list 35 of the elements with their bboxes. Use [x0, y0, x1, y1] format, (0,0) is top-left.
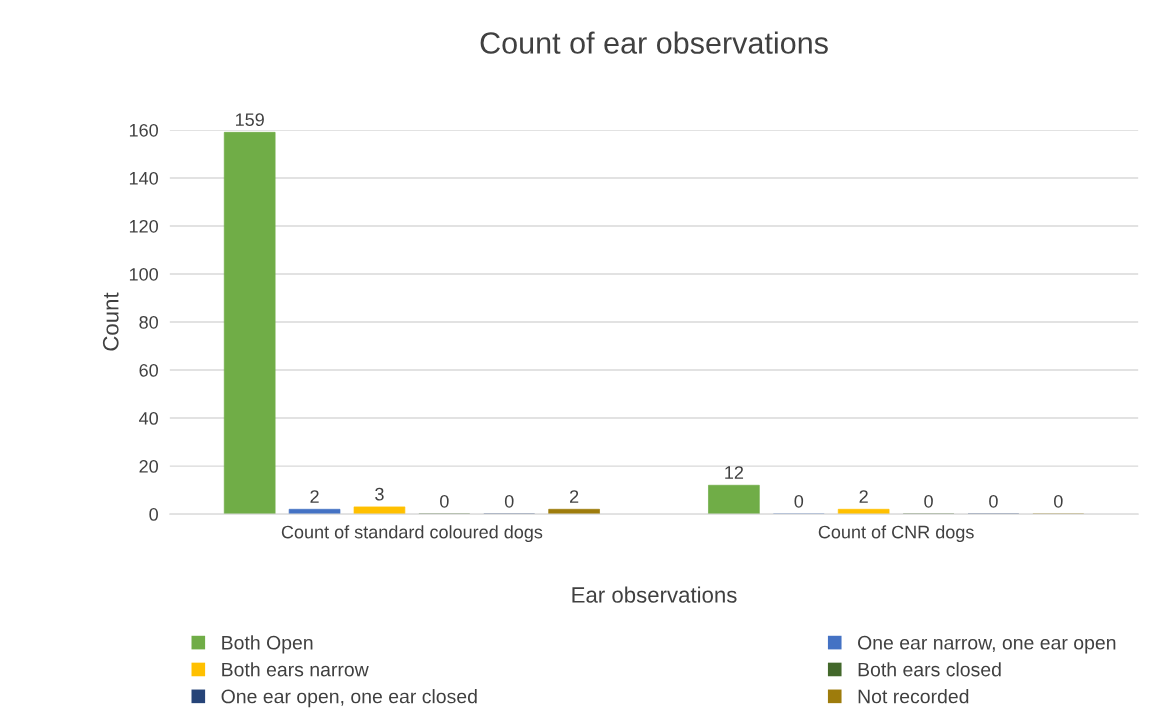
- chart-title: Count of ear observations: [480, 31, 828, 54]
- legend-label: One ear narrow, one ear open: [858, 635, 1116, 654]
- y-tick-label: 60: [139, 363, 158, 377]
- y-tick-label: 80: [139, 315, 158, 329]
- y-tick-label: 140: [129, 171, 158, 185]
- bar: [708, 484, 760, 515]
- data-label: 0: [794, 494, 804, 508]
- x-tick-label: Count of CNR dogs: [818, 525, 974, 543]
- y-tick-label: 100: [129, 267, 158, 281]
- data-label: 0: [1054, 494, 1063, 508]
- data-label: 0: [504, 494, 514, 508]
- y-axis-title: Count: [102, 292, 119, 351]
- legend-label: Both Open: [222, 635, 313, 654]
- data-label: 2: [310, 490, 319, 503]
- bar: [353, 506, 406, 515]
- legend-label: Both ears narrow: [222, 662, 369, 677]
- y-tick-label: 0: [149, 508, 158, 521]
- x-axis-title: Ear observations: [572, 586, 737, 603]
- data-label: 0: [440, 494, 449, 508]
- legend-label: Not recorded: [858, 689, 969, 704]
- data-label: 0: [989, 494, 998, 508]
- data-label: 3: [375, 487, 384, 501]
- y-tick-label: 40: [139, 411, 158, 425]
- y-tick-label: 20: [139, 460, 158, 473]
- data-label: 0: [924, 494, 933, 508]
- legend-label: Both ears closed: [858, 662, 1001, 677]
- legend-label: One ear open, one ear closed: [221, 689, 477, 708]
- data-label: 2: [570, 490, 579, 503]
- y-tick-label: 160: [129, 123, 158, 137]
- bar: [223, 132, 276, 515]
- data-label: 159: [236, 113, 264, 127]
- data-label: 12: [725, 466, 744, 479]
- data-label: 2: [859, 490, 868, 503]
- x-tick-label: Count of standard coloured dogs: [281, 525, 543, 543]
- y-tick-label: 120: [129, 219, 158, 233]
